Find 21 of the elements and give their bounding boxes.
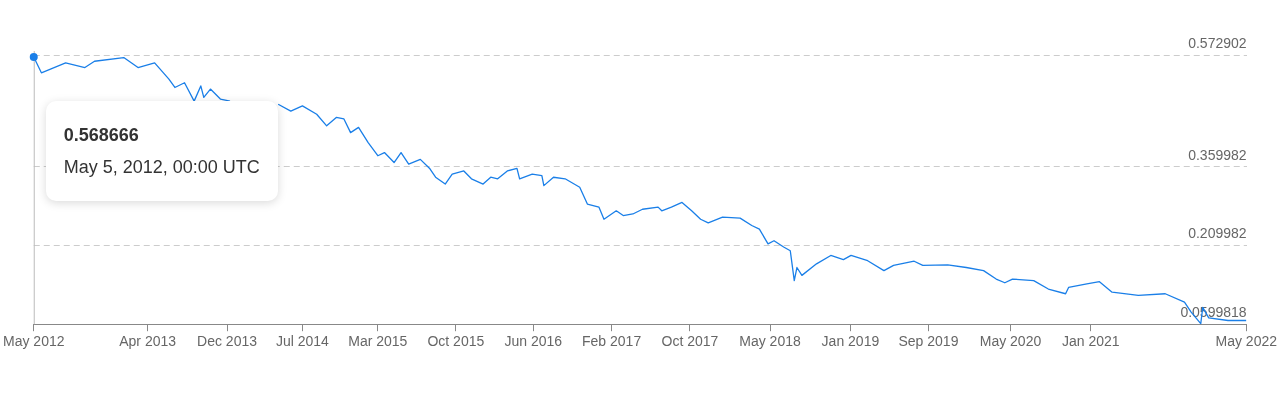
y-tick-label: 0.359982	[1188, 146, 1247, 163]
x-tick-label: Dec 2013	[197, 333, 258, 350]
x-tick-label: Mar 2015	[348, 333, 408, 350]
x-tick-label: Jan 2019	[821, 333, 880, 350]
y-tick-label: 0.572902	[1188, 34, 1247, 51]
x-tick-label: Jun 2016	[504, 333, 563, 350]
tooltip-card: 0.568666 May 5, 2012, 00:00 UTC	[45, 101, 278, 202]
x-tick-label: May 2018	[739, 333, 801, 350]
x-tick-label: Sep 2019	[898, 333, 959, 350]
annotation: 0.568666	[63, 124, 140, 148]
x-tick-label: Oct 2017	[661, 333, 719, 350]
x-tick-label: May 2022	[1215, 333, 1278, 350]
annotation: May 5, 2012, 00:00 UTC	[63, 156, 260, 180]
x-tick-label: Oct 2015	[427, 333, 485, 350]
x-tick-label: Jul 2014	[275, 333, 330, 350]
x-tick-label: May 2012	[3, 333, 65, 350]
x-tick-label: May 2020	[979, 333, 1042, 350]
y-tick-label: 0.209982	[1188, 225, 1247, 242]
x-tick-label: Jan 2021	[1062, 333, 1120, 350]
x-tick-label: Apr 2013	[119, 333, 177, 350]
x-tick-label: Feb 2017	[582, 333, 642, 350]
